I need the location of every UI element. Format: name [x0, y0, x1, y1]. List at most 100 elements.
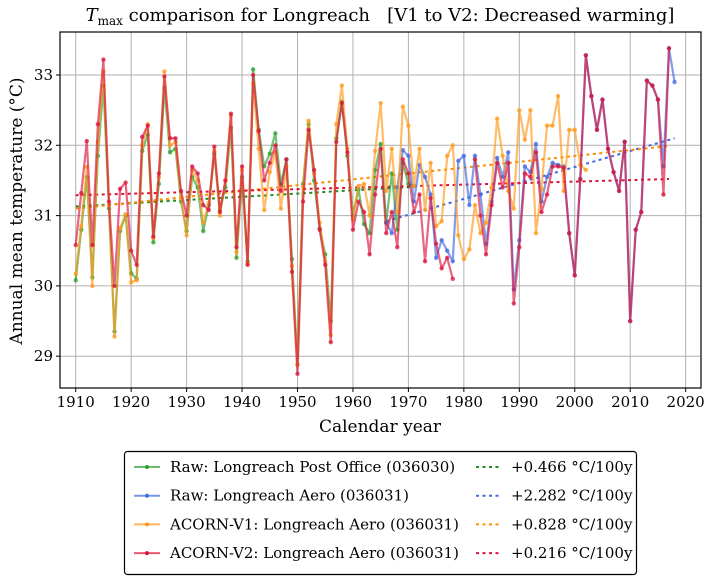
data-point	[73, 278, 78, 283]
y-tick-label: 30	[34, 277, 53, 295]
x-tick-label: 2010	[611, 393, 649, 411]
data-point	[411, 209, 417, 215]
data-point	[478, 213, 483, 218]
data-point	[267, 169, 272, 175]
data-point	[628, 318, 633, 324]
data-point	[483, 220, 489, 225]
data-point	[533, 141, 539, 147]
data-point	[389, 146, 394, 152]
data-point	[461, 153, 467, 159]
data-point	[256, 129, 261, 134]
title-variable: T	[86, 5, 100, 26]
data-point	[600, 97, 605, 102]
data-point	[184, 213, 189, 218]
data-point	[528, 107, 533, 113]
y-axis: 29 30 31 32 33	[34, 66, 60, 365]
legend-marker	[145, 493, 149, 498]
legend-series-label: ACORN-V1: Longreach Aero (036031)	[169, 515, 459, 533]
data-point	[311, 167, 317, 173]
data-point	[672, 79, 677, 85]
data-point	[278, 188, 284, 194]
data-point	[245, 262, 250, 268]
title-subscript: max	[98, 14, 124, 28]
data-point	[212, 144, 217, 149]
data-point	[195, 171, 200, 176]
data-point	[528, 174, 533, 180]
data-point	[289, 269, 295, 275]
data-point	[184, 233, 189, 238]
data-point	[445, 255, 450, 260]
data-point	[583, 167, 589, 173]
data-point	[567, 127, 572, 133]
data-point	[112, 334, 117, 339]
legend-entry: Raw: Longreach Post Office (036030) +0.46…	[134, 458, 633, 476]
data-point	[439, 219, 444, 224]
data-point	[201, 220, 206, 225]
data-point	[339, 83, 345, 88]
data-point	[467, 247, 472, 252]
data-point	[550, 123, 555, 128]
data-point	[167, 150, 173, 155]
data-point	[378, 141, 383, 147]
legend-entry: ACORN-V1: Longreach Aero (036031) +0.828 …	[134, 515, 633, 533]
legend-trend-label: +0.216 °C/100y	[511, 544, 633, 562]
data-point	[372, 148, 378, 154]
data-point	[273, 131, 278, 136]
legend-trend-label: +2.282 °C/100y	[511, 487, 633, 505]
data-point	[189, 164, 195, 169]
data-point	[494, 116, 500, 121]
data-point	[323, 262, 328, 268]
data-point	[467, 202, 472, 208]
data-point	[162, 74, 167, 79]
x-axis: 1910 1920 1930 1940 1950 1960 1970 1980 1990 2000…	[57, 388, 705, 411]
data-point	[334, 122, 339, 127]
legend-series-label: ACORN-V2: Longreach Aero (036031)	[169, 544, 459, 562]
data-point	[472, 153, 478, 159]
y-axis-label: Annual mean temperature (°C)	[7, 77, 27, 345]
data-point	[400, 148, 406, 153]
legend-marker	[145, 522, 149, 527]
data-point	[489, 202, 494, 208]
data-point	[156, 171, 162, 176]
data-point	[334, 139, 339, 144]
data-point	[644, 78, 650, 83]
data-point	[422, 174, 428, 180]
data-point	[494, 155, 500, 161]
data-point	[417, 146, 422, 152]
data-point	[262, 178, 267, 183]
data-point	[522, 164, 528, 169]
data-point	[95, 122, 101, 127]
x-tick-label: 1990	[500, 393, 538, 411]
data-point	[472, 202, 478, 208]
data-point	[350, 227, 356, 232]
x-tick-label: 1910	[57, 393, 95, 411]
data-point	[356, 183, 361, 189]
series-3	[73, 46, 672, 376]
data-point	[145, 123, 150, 128]
data-point	[79, 223, 84, 229]
data-point	[406, 171, 411, 176]
data-point	[250, 72, 256, 78]
data-point	[273, 143, 278, 148]
data-point	[201, 202, 206, 208]
legend-trend-label: +0.466 °C/100y	[511, 458, 633, 476]
data-point	[234, 249, 239, 255]
data-point	[262, 207, 267, 213]
data-point	[400, 104, 406, 109]
data-point	[550, 160, 555, 166]
series-lines	[73, 46, 677, 376]
data-point	[661, 192, 666, 197]
legend-marker	[145, 465, 149, 469]
data-point	[456, 233, 461, 238]
data-point	[140, 134, 145, 140]
legend-series-label: Raw: Longreach Aero (036031)	[170, 487, 409, 505]
x-tick-label: 1970	[389, 393, 427, 411]
data-point	[90, 242, 95, 248]
data-point	[73, 242, 78, 248]
chart-title: Tmax comparison for Longreach [V1 to V2:…	[86, 5, 675, 28]
data-point	[616, 188, 622, 194]
data-point	[589, 93, 594, 99]
data-point	[284, 157, 289, 162]
data-point	[250, 67, 256, 72]
data-point	[483, 252, 489, 257]
